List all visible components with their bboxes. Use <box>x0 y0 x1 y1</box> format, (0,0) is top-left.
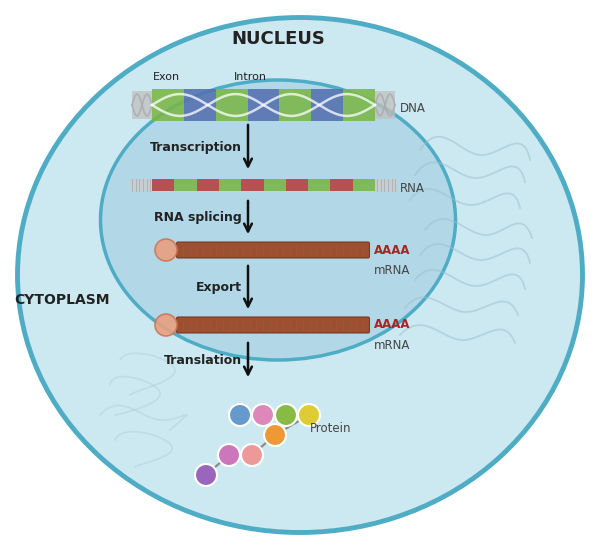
Bar <box>311 90 343 121</box>
Bar <box>184 90 216 121</box>
Bar <box>280 90 311 121</box>
FancyBboxPatch shape <box>176 317 370 333</box>
Bar <box>197 179 219 191</box>
Text: Transcription: Transcription <box>150 140 242 153</box>
Text: Intron: Intron <box>233 72 266 82</box>
Bar <box>241 179 263 191</box>
Circle shape <box>252 404 274 426</box>
Bar <box>132 91 152 120</box>
Text: Exon: Exon <box>152 72 179 82</box>
Bar <box>375 91 395 120</box>
Bar <box>152 90 184 121</box>
Text: NUCLEUS: NUCLEUS <box>231 30 325 48</box>
Circle shape <box>298 404 320 426</box>
Text: RNA splicing: RNA splicing <box>154 211 242 224</box>
Bar <box>219 179 241 191</box>
Circle shape <box>155 239 177 261</box>
Text: CYTOPLASM: CYTOPLASM <box>14 293 110 307</box>
Bar <box>375 179 397 191</box>
Ellipse shape <box>17 18 583 532</box>
Bar <box>343 90 375 121</box>
Bar <box>308 179 331 191</box>
Text: Export: Export <box>196 281 242 294</box>
Circle shape <box>155 314 177 336</box>
Bar <box>175 179 197 191</box>
Circle shape <box>195 464 217 486</box>
Bar <box>263 179 286 191</box>
Circle shape <box>241 444 263 466</box>
Bar <box>248 90 280 121</box>
Circle shape <box>218 444 240 466</box>
Bar <box>130 179 152 191</box>
Text: RNA: RNA <box>400 182 425 196</box>
Text: AAAA: AAAA <box>374 318 410 331</box>
Circle shape <box>229 404 251 426</box>
Bar <box>331 179 353 191</box>
Circle shape <box>275 404 297 426</box>
Text: DNA: DNA <box>400 102 426 115</box>
Bar <box>152 179 175 191</box>
FancyBboxPatch shape <box>176 242 370 258</box>
Circle shape <box>264 424 286 446</box>
Text: AAAA: AAAA <box>374 243 410 257</box>
Bar <box>216 90 248 121</box>
Text: Protein: Protein <box>310 421 352 435</box>
Text: Translation: Translation <box>164 354 242 367</box>
Ellipse shape <box>101 80 455 360</box>
Text: mRNA: mRNA <box>374 339 410 352</box>
Text: mRNA: mRNA <box>374 264 410 277</box>
Bar <box>286 179 308 191</box>
Bar <box>353 179 375 191</box>
